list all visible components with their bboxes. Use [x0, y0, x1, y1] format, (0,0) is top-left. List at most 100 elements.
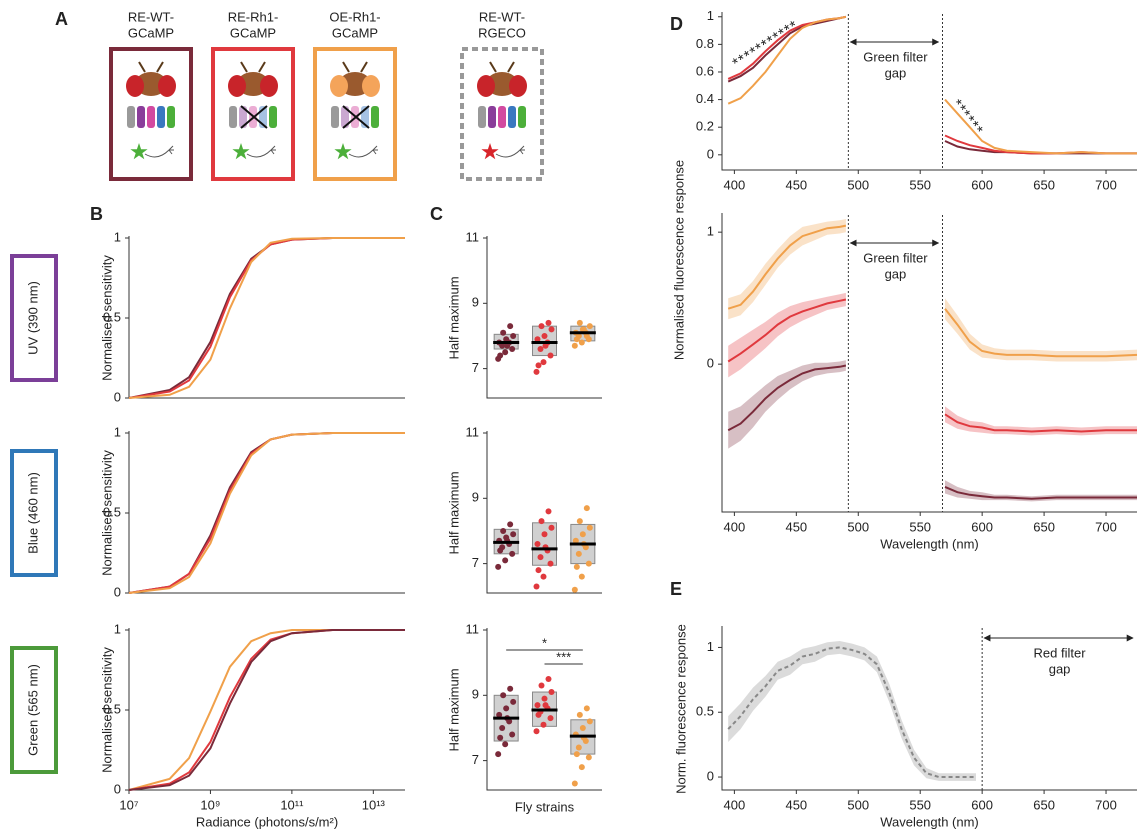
data-point [538, 323, 545, 330]
y-tick-label: 0.4 [696, 91, 714, 106]
data-line [727, 298, 1137, 433]
y-axis-label: Normalised sensitivity [99, 450, 114, 576]
data-point [535, 711, 542, 718]
data-point [583, 332, 590, 339]
photoreceptor [488, 106, 496, 128]
gap-label: gap [1049, 661, 1071, 676]
strain-label: RGECO [478, 25, 526, 40]
panel-label: C [430, 204, 443, 224]
axis-line [721, 626, 1137, 791]
data-point [509, 550, 516, 557]
error-band [728, 219, 1137, 362]
strain-label: RE-WT- [479, 9, 525, 24]
y-axis-label: Normalised sensitivity [99, 647, 114, 773]
data-point [576, 518, 583, 525]
data-point [540, 573, 547, 580]
data-point [535, 567, 542, 574]
y-tick-label: 7 [472, 360, 479, 375]
y-tick-label: 9 [472, 687, 479, 702]
y-tick-label: 11 [466, 621, 480, 636]
y-tick-label: 0.5 [103, 701, 121, 716]
data-point [542, 702, 549, 709]
data-point [571, 586, 578, 593]
x-tick-label: 700 [1095, 797, 1117, 812]
data-point [578, 339, 585, 346]
data-point [548, 326, 555, 333]
data-line [727, 224, 1138, 358]
data-point [502, 741, 509, 748]
x-tick-label: 600 [971, 797, 993, 812]
y-tick-label: 0 [114, 584, 121, 599]
strain-frame [109, 47, 193, 181]
data-point [547, 352, 554, 359]
neuron [232, 143, 250, 160]
y-tick-label: 0 [707, 146, 714, 161]
gap-label: Green filter [863, 250, 928, 265]
y-tick-label: 9 [472, 295, 479, 310]
data-point [499, 724, 506, 731]
y-tick-label: 0.5 [103, 309, 121, 324]
strain-label: RE-Rh1- [228, 9, 279, 24]
data-point [497, 547, 504, 554]
data-point [502, 349, 509, 356]
panel-label: D [670, 14, 683, 34]
data-line [128, 629, 405, 791]
data-point [572, 537, 579, 544]
data-point [510, 698, 517, 705]
x-tick-label: 700 [1095, 177, 1117, 192]
y-tick-label: 1 [707, 224, 714, 239]
gap-label: gap [885, 266, 907, 281]
fly-eye [126, 75, 144, 97]
axon [348, 145, 378, 158]
y-tick-label: 0 [114, 389, 121, 404]
data-point [540, 359, 547, 366]
data-point [504, 342, 511, 349]
fly-eye [228, 75, 246, 97]
data-line [727, 646, 976, 778]
y-axis-label: Half maximum [446, 276, 461, 359]
photoreceptor [478, 106, 486, 128]
data-line [128, 432, 405, 594]
data-line [128, 237, 405, 399]
data-point [497, 734, 504, 741]
data-point [537, 554, 544, 561]
y-axis-label: Half maximum [446, 668, 461, 751]
axon [144, 145, 174, 158]
error-band [728, 641, 976, 781]
x-tick-label: 700 [1095, 519, 1117, 534]
data-point [578, 573, 585, 580]
data-point [576, 319, 583, 326]
data-line [128, 629, 405, 791]
data-point [571, 780, 578, 787]
axis-line [128, 431, 405, 594]
data-point [503, 705, 510, 712]
antenna [138, 61, 164, 73]
gap-label: Green filter [863, 49, 928, 64]
x-axis-label: Wavelength (nm) [880, 814, 979, 829]
data-point [578, 764, 585, 771]
antenna [342, 61, 368, 73]
axis-line [486, 236, 602, 399]
data-point [547, 560, 554, 567]
data-point [510, 531, 517, 538]
x-tick-label: 10⁹ [200, 797, 220, 812]
data-point [497, 352, 504, 359]
data-point [548, 524, 555, 531]
data-point [580, 326, 587, 333]
axis-line [486, 431, 602, 594]
data-point [538, 682, 545, 689]
data-point [575, 550, 582, 557]
x-tick-label: 400 [724, 519, 746, 534]
fly-eye [477, 75, 495, 97]
panel-label: A [55, 9, 68, 29]
y-tick-label: 0 [707, 356, 714, 371]
fly-eye [158, 75, 176, 97]
axis-line [721, 12, 1137, 171]
data-point [583, 705, 590, 712]
photoreceptor [341, 106, 349, 128]
y-tick-label: 0.2 [696, 119, 714, 134]
data-point [579, 724, 586, 731]
stimulus-label: Blue (460 nm) [25, 472, 40, 554]
y-tick-label: 0.8 [696, 36, 714, 51]
stimulus-label: UV (390 nm) [25, 281, 40, 355]
